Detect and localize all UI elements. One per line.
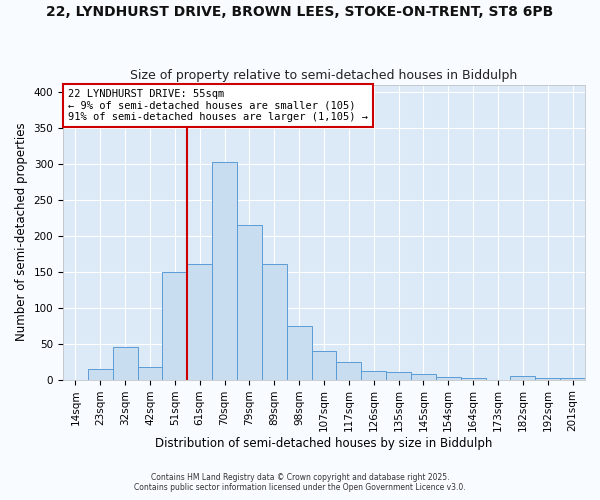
Bar <box>436 376 461 380</box>
Bar <box>461 378 485 380</box>
Text: Contains public sector information licensed under the Open Government Licence v3: Contains public sector information licen… <box>134 484 466 492</box>
Y-axis label: Number of semi-detached properties: Number of semi-detached properties <box>15 123 28 342</box>
Text: 22, LYNDHURST DRIVE, BROWN LEES, STOKE-ON-TRENT, ST8 6PB: 22, LYNDHURST DRIVE, BROWN LEES, STOKE-O… <box>46 5 554 19</box>
Title: Size of property relative to semi-detached houses in Biddulph: Size of property relative to semi-detach… <box>130 69 518 82</box>
Bar <box>88 369 113 380</box>
Bar <box>361 371 386 380</box>
Text: Contains HM Land Registry data © Crown copyright and database right 2025.: Contains HM Land Registry data © Crown c… <box>151 474 449 482</box>
Bar <box>137 368 163 380</box>
Bar <box>287 326 311 380</box>
Bar <box>560 378 585 380</box>
Text: 22 LYNDHURST DRIVE: 55sqm
← 9% of semi-detached houses are smaller (105)
91% of : 22 LYNDHURST DRIVE: 55sqm ← 9% of semi-d… <box>68 89 368 122</box>
Bar <box>163 272 187 380</box>
Bar <box>535 378 560 380</box>
X-axis label: Distribution of semi-detached houses by size in Biddulph: Distribution of semi-detached houses by … <box>155 437 493 450</box>
Bar <box>113 347 137 380</box>
Bar <box>311 351 337 380</box>
Bar <box>337 362 361 380</box>
Bar <box>187 264 212 380</box>
Bar <box>511 376 535 380</box>
Bar <box>386 372 411 380</box>
Bar <box>411 374 436 380</box>
Bar <box>237 225 262 380</box>
Bar <box>262 264 287 380</box>
Bar <box>212 162 237 380</box>
